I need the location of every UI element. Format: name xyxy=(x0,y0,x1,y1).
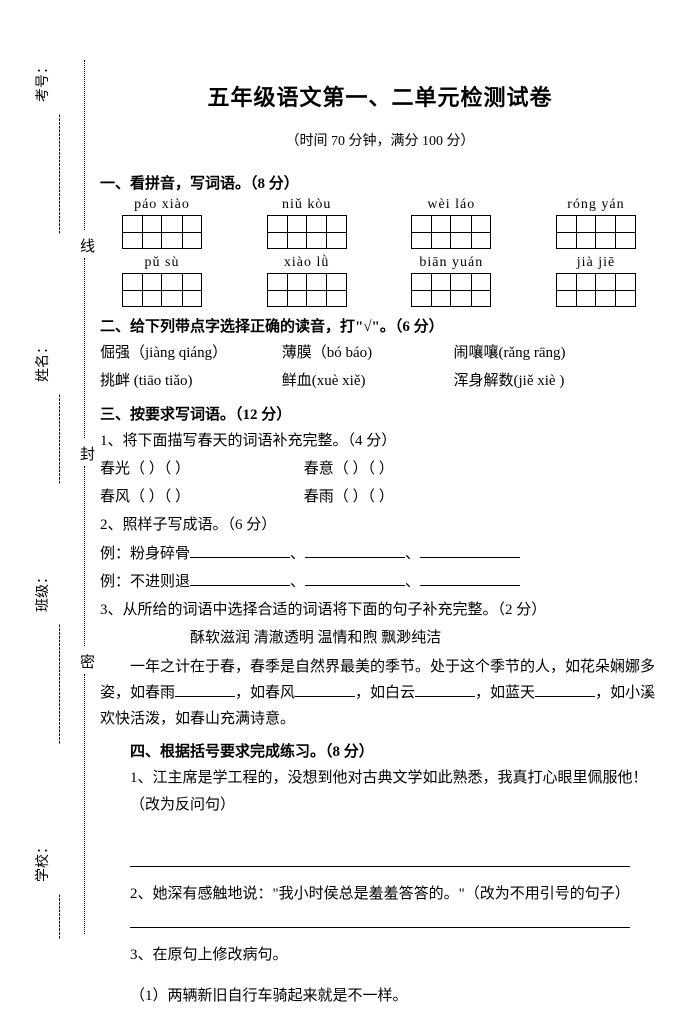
s3-t2-l2: 例：不进则退、、 xyxy=(100,569,660,595)
s4-q1: 1、江主席是学工程的，没想到他对古典文学如此熟悉，我真打心眼里佩服他！（改为反问… xyxy=(100,765,660,818)
section-2-head: 二、给下列带点字选择正确的读音，打"√"。（6 分） xyxy=(100,315,660,336)
blank[interactable] xyxy=(420,571,520,586)
pinyin-1-3: wèi láo xyxy=(391,197,511,213)
pinyin-1-4: róng yán xyxy=(536,197,656,213)
s3-t2-l1: 例：粉身碎骨、、 xyxy=(100,541,660,567)
page-subtitle: （时间 70 分钟，满分 100 分） xyxy=(100,130,660,150)
s3-t1-l2a: 春风（ ）（ ） xyxy=(100,484,300,510)
pinyin-1-1: páo xiào xyxy=(102,197,222,213)
seal-dotline-1 xyxy=(84,60,85,230)
s2-1a: 倔强（jiàng qiáng） xyxy=(100,340,278,366)
label-school[interactable]: 学校： xyxy=(32,840,52,882)
s3-t1-l1: 春光（ ）（ ） 春意（ ）（ ） xyxy=(100,456,660,482)
section-1-head: 一、看拼音，写词语。（8 分） xyxy=(100,172,660,193)
blank[interactable] xyxy=(535,682,595,697)
s4-q2a: 2、她深有感触地说："我小时侯总是羞羞答答的。"（改为不用引号的句子） xyxy=(130,886,630,902)
section-3-head: 三、按要求写词语。（12 分） xyxy=(100,403,660,424)
pinyin-1-2: niǔ kòu xyxy=(247,197,367,213)
s3-p4: ，如蓝天 xyxy=(475,685,535,701)
section-4-head: 四、根据括号要求完成练习。（8 分） xyxy=(100,740,660,761)
tianzi-pair[interactable] xyxy=(536,273,656,307)
fill-line-3: ┊┊┊┊┊┊┊┊ xyxy=(52,625,68,745)
s2-2b: 鲜血(xuè xiě) xyxy=(282,368,450,394)
pinyin-2-4: jià jiē xyxy=(536,255,656,271)
s2-1c: 闹嚷嚷(rǎng rāng) xyxy=(454,345,566,361)
fill-line-2: ┊┊┊┊┊┊ xyxy=(52,395,68,485)
tianzi-pair[interactable] xyxy=(247,273,367,307)
binding-sidebar: 考号： ┊┊┊┊┊┊┊┊ 姓名： ┊┊┊┊┊┊ 班级： ┊┊┊┊┊┊┊┊ 学校：… xyxy=(24,40,94,940)
pinyin-2-2: xiào lǜ xyxy=(247,255,367,271)
tianzi-pair[interactable] xyxy=(102,273,222,307)
tianzi-pair[interactable] xyxy=(391,273,511,307)
s3-t3-passage: 一年之计在于春，春季是自然界最美的季节。处于这个季节的人，如花朵娴娜多姿，如春雨… xyxy=(100,654,660,733)
s3-t2-l2-label: 例：不进则退 xyxy=(100,574,190,590)
blank[interactable] xyxy=(175,682,235,697)
label-exam-no[interactable]: 考号： xyxy=(32,60,52,102)
blank[interactable] xyxy=(415,682,475,697)
pinyin-row-1: páo xiào niǔ kòu wèi láo róng yán xyxy=(100,197,660,213)
s2-2a: 挑衅 (tiāo tiǎo) xyxy=(100,368,278,394)
s3-t3-words: 酥软滋润 清澈透明 温情和煦 飘渺纯洁 xyxy=(100,625,660,651)
tianzi-row-2 xyxy=(100,273,660,307)
s3-t3: 3、从所给的词语中选择合适的词语将下面的句子补充完整。（2 分） xyxy=(100,597,660,623)
seal-dotline-2 xyxy=(84,258,85,438)
blank[interactable] xyxy=(305,543,405,558)
s3-t2-l1-label: 例：粉身碎骨 xyxy=(100,546,190,562)
seal-feng: 封 xyxy=(80,443,95,464)
s3-p3: ，如白云 xyxy=(355,685,415,701)
fill-line-1: ┊┊┊┊┊┊┊┊ xyxy=(52,115,68,235)
blank[interactable] xyxy=(420,543,520,558)
seal-xian: 线 xyxy=(80,235,95,256)
page-title: 五年级语文第一、二单元检测试卷 xyxy=(100,80,660,112)
exam-content: 五年级语文第一、二单元检测试卷 （时间 70 分钟，满分 100 分） 一、看拼… xyxy=(100,80,660,1011)
s2-line2: 挑衅 (tiāo tiǎo) 鲜血(xuè xiě) 浑身解数(jiě xiè … xyxy=(100,368,660,394)
pinyin-row-2: pǔ sù xiào lǜ biān yuán jià jiē xyxy=(100,255,660,271)
blank[interactable] xyxy=(190,543,290,558)
pinyin-2-1: pǔ sù xyxy=(102,255,222,271)
s3-t1-l2: 春风（ ）（ ） 春雨（ ）（ ） xyxy=(100,484,660,510)
s3-t1: 1、将下面描写春天的词语补充完整。（4 分） xyxy=(100,428,660,454)
blank[interactable] xyxy=(295,682,355,697)
seal-dotline-3 xyxy=(84,466,85,646)
tianzi-pair[interactable] xyxy=(536,215,656,249)
label-class[interactable]: 班级： xyxy=(32,570,52,612)
s2-2c: 浑身解数(jiě xiè ) xyxy=(454,373,565,389)
answer-line[interactable] xyxy=(130,927,630,928)
s2-1b: 薄膜（bó báo) xyxy=(282,340,450,366)
tianzi-pair[interactable] xyxy=(247,215,367,249)
label-name[interactable]: 姓名： xyxy=(32,340,52,382)
s3-t1-l2b: 春雨（ ）（ ） xyxy=(304,489,394,505)
s4-q2: 2、她深有感触地说："我小时侯总是羞羞答答的。"（改为不用引号的句子） xyxy=(100,881,660,907)
answer-line[interactable] xyxy=(130,866,630,867)
fill-line-4: ┊┊┊ xyxy=(52,895,68,940)
s3-t1-l1a: 春光（ ）（ ） xyxy=(100,456,300,482)
s2-line1: 倔强（jiàng qiáng） 薄膜（bó báo) 闹嚷嚷(rǎng rāng… xyxy=(100,340,660,366)
tianzi-pair[interactable] xyxy=(102,215,222,249)
seal-mi: 密 xyxy=(80,651,95,672)
tianzi-pair[interactable] xyxy=(391,215,511,249)
s4-q3: 3、在原句上修改病句。 xyxy=(100,942,660,968)
s3-p2: ，如春风 xyxy=(235,685,295,701)
seal-dotline-4 xyxy=(84,674,85,934)
s4-q3-1: （1）两辆新旧自行车骑起来就是不一样。 xyxy=(100,983,660,1009)
s3-t1-l1b: 春意（ ）（ ） xyxy=(304,461,394,477)
s3-t2: 2、照样子写成语。（6 分） xyxy=(100,512,660,538)
tianzi-row-1 xyxy=(100,215,660,249)
blank[interactable] xyxy=(190,571,290,586)
pinyin-2-3: biān yuán xyxy=(391,255,511,271)
blank[interactable] xyxy=(305,571,405,586)
